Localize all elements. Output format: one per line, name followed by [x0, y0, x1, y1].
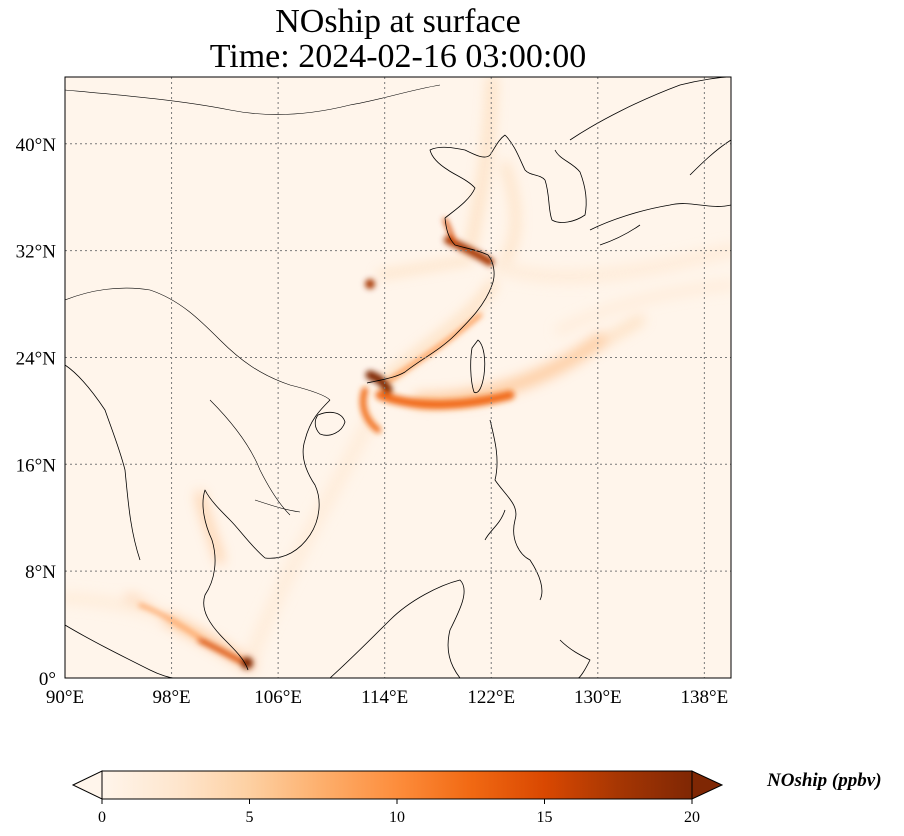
plume-east-china-sea: [488, 243, 731, 284]
map-background: [65, 77, 731, 678]
longitude-tick-labels: 90°E 98°E 106°E 114°E 122°E 130°E 138°E: [46, 687, 728, 708]
colorbar-gradient: [101, 770, 693, 800]
coastline-liaodong: [504, 134, 546, 181]
map-title: NOship at surface Time: 2024-02-16 03:00…: [65, 4, 731, 74]
title-time: Time: 2024-02-16 03:00:00: [209, 38, 587, 75]
plume-inland-yangtze: [376, 256, 474, 279]
border-china-south: [65, 287, 331, 401]
colorbar-tick-label: 20: [684, 809, 700, 826]
coastline-vietnam: [264, 399, 331, 559]
plume-gulf-thailand: [196, 491, 224, 564]
lat-tick-label: 0°: [39, 669, 56, 690]
lon-tick-label: 114°E: [361, 687, 408, 708]
plume-andaman: [65, 592, 166, 621]
lat-tick-label: 32°N: [16, 242, 57, 263]
gridlines: [65, 77, 731, 678]
map-content: [65, 77, 731, 678]
coastline-sumatra: [65, 624, 176, 678]
plume-pacific: [555, 280, 731, 335]
coastline-russia: [569, 77, 731, 141]
lon-tick-label: 122°E: [467, 687, 515, 708]
plume-luzon-strait: [413, 333, 607, 407]
hotspot-hainan-strait: [360, 387, 381, 433]
lat-tick-label: 24°N: [16, 348, 57, 369]
lat-tick-label: 16°N: [16, 455, 57, 476]
plume-north-yellow-sea: [465, 77, 497, 255]
concentration-field: [65, 77, 731, 671]
colorbar-tick-label: 0: [98, 809, 106, 826]
lon-tick-label: 98°E: [152, 687, 190, 708]
coastline-korea: [544, 149, 587, 223]
title-variable: NOship at surface: [275, 3, 521, 40]
colorbar-ticks: 0 5 10 15 20: [98, 799, 700, 826]
colorbar-label: NOship (ppbv): [767, 770, 882, 791]
hotspot-singapore-core: [241, 657, 253, 669]
hotspot-pearl-river: [365, 370, 393, 395]
lon-tick-label: 90°E: [46, 687, 84, 708]
lon-tick-label: 138°E: [681, 687, 729, 708]
coastline-borneo: [329, 579, 465, 678]
border-mongolia: [65, 84, 441, 115]
hotspot-pearl-plume: [375, 390, 515, 409]
colorbar-extend-high: [691, 770, 724, 800]
map-frame: [64, 76, 732, 679]
colorbar: 0 5 10 15 20: [71, 770, 724, 826]
coastline-indochina: [202, 489, 266, 671]
coastline-taiwan: [470, 339, 486, 394]
plume-sea-route-south: [243, 413, 377, 667]
plume-coast-fujian: [380, 280, 497, 385]
hotspot-malacca-line: [138, 603, 202, 640]
lon-tick-label: 130°E: [574, 687, 622, 708]
lon-tick-label: 106°E: [254, 687, 302, 708]
coastline-sulawesi: [559, 639, 591, 678]
lat-tick-label: 8°N: [25, 562, 56, 583]
coastline-china-east: [366, 134, 506, 384]
coastline-philippines: [484, 419, 543, 601]
plume-korea-strait: [496, 161, 520, 274]
latitude-tick-labels: 0° 8°N 16°N 24°N 32°N 40°N: [16, 135, 57, 690]
colorbar-extend-low: [71, 770, 103, 800]
hotspot-coast-south: [388, 313, 482, 382]
hotspot-wuhan: [365, 279, 375, 289]
colorbar-tick-label: 5: [246, 809, 254, 826]
hotspot-shandong: [443, 218, 457, 244]
border-laos-thailand: [209, 399, 291, 516]
coastline-hainan: [314, 411, 346, 436]
colorbar-tick-label: 15: [537, 809, 553, 826]
lat-tick-label: 40°N: [16, 135, 57, 156]
colorbar-tick-label: 10: [389, 809, 405, 826]
coastline-japan: [589, 139, 731, 246]
coastlines: [65, 77, 731, 678]
border-cambodia: [254, 499, 301, 513]
coastline-myanmar: [65, 364, 141, 561]
